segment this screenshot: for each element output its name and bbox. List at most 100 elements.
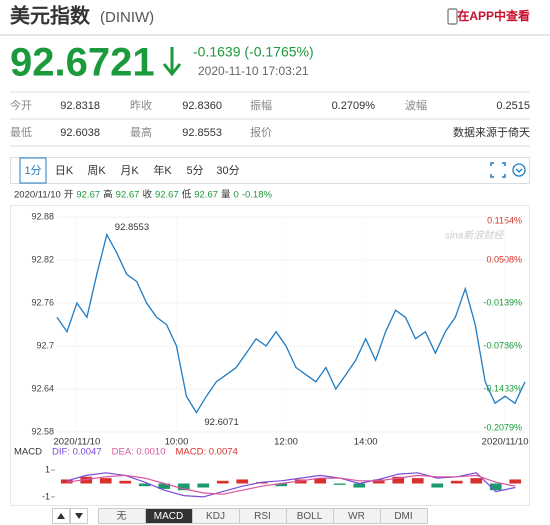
y2-tick-label: 0.1154%: [487, 215, 522, 225]
info-label: 量: [221, 190, 231, 201]
macd-bar: [353, 483, 366, 488]
macd-bar: [294, 479, 307, 484]
fullscreen-icon[interactable]: [490, 162, 506, 178]
info-label: 收: [142, 189, 152, 201]
change: -0.1639 (-0.1765%): [193, 44, 314, 60]
indicator-tab-label[interactable]: RSI: [254, 511, 271, 522]
app-link[interactable]: 在APP中查看: [457, 8, 530, 23]
macd-bar: [197, 483, 210, 488]
macd-label: MACD: 0.0074: [176, 447, 238, 458]
tab[interactable]: 5分: [186, 164, 203, 177]
indicator-tab-label[interactable]: MACD: [154, 511, 183, 522]
info-bar: 2020/11/10 开 92.67 高 92.67 收 92.67 低 92.67 量 0 -0.1…: [14, 189, 272, 201]
up-arrow: [57, 513, 65, 519]
stat-label: 最高: [130, 125, 152, 139]
info-label: 开: [64, 190, 74, 201]
macd-bar: [138, 483, 151, 487]
y-tick-label: 92.58: [31, 426, 54, 436]
x-tick-label: 14:00: [354, 437, 378, 448]
stat-value: 92.8318: [60, 100, 100, 112]
macd-bar: [411, 478, 424, 484]
settings-icon: [515, 168, 523, 173]
code: (DINIW): [100, 9, 154, 26]
stat-value: 92.8360: [182, 100, 222, 112]
indicator-tab-label[interactable]: 无: [117, 511, 127, 522]
info-value: 92.67: [155, 190, 179, 201]
y-tick-label: 92.88: [31, 211, 54, 221]
macd-bar: [60, 479, 73, 484]
info-value: 92.67: [194, 190, 218, 201]
price: 92.6721: [10, 41, 155, 85]
info-value: 92.67: [76, 190, 100, 201]
dea-line: [66, 474, 516, 495]
macd-bar: [255, 482, 268, 484]
macd-label: DIF: 0.0047: [52, 447, 102, 458]
y-tick-label: 92.7: [36, 340, 54, 350]
stat-label: 报价: [250, 125, 272, 139]
stat-value: 92.6038: [60, 127, 100, 139]
settings-icon[interactable]: [512, 163, 526, 177]
macd-bar: [372, 479, 385, 484]
macd-bar: [314, 478, 327, 484]
macd-bar: [236, 479, 249, 484]
x-tick-label: 2020/11/10: [482, 437, 529, 448]
indicator-tab-label[interactable]: KDJ: [206, 511, 225, 522]
indicator-tab-label[interactable]: WR: [348, 511, 365, 522]
macd-bar: [177, 483, 190, 491]
tab-bar: [10, 157, 530, 184]
stat-label: 振幅: [250, 98, 272, 112]
info-label: 2020/11/10: [14, 190, 61, 201]
tab[interactable]: 日K: [55, 165, 74, 177]
stat-label: 昨收: [130, 98, 152, 112]
stat-label: 今开: [10, 98, 32, 112]
price-chart: 92.88 92.82 92.76 92.7 92.64 92.58 0.1154% 0.05…: [10, 205, 530, 506]
x-tick-label: 10:00: [165, 437, 189, 448]
tab[interactable]: 1分: [24, 164, 41, 177]
stat-value: 92.8553: [182, 127, 222, 139]
tab[interactable]: 年K: [153, 163, 172, 177]
macd-bar: [275, 483, 288, 487]
macd-chart: MACD DIF: 0.0047 DEA: 0.0010 MACD: 0.0074 1 -…: [14, 447, 522, 501]
y-tick-label: -1: [42, 491, 50, 501]
info-label: 低: [182, 189, 192, 201]
indicator-tab[interactable]: [380, 508, 428, 524]
y-tick-label: 92.76: [31, 297, 54, 307]
stat-label: 最低: [10, 126, 32, 139]
info-value: 92.67: [116, 190, 140, 201]
info-value: 0: [234, 190, 239, 201]
tab-active: [19, 157, 47, 184]
price-line: [56, 232, 526, 414]
y-tick-label: 92.64: [31, 383, 54, 393]
stat-value: 0.2709%: [332, 100, 376, 112]
y-tick-label: 92.82: [31, 254, 54, 264]
macd-label: MACD: [14, 447, 42, 458]
macd-bar: [392, 476, 405, 484]
y2-tick-label: -0.1433%: [483, 383, 522, 393]
stats-table: 今开 92.8318 昨收 92.8360 振幅 0.2709% 波幅 0.2515 最低 92.…: [10, 98, 530, 139]
macd-bar: [99, 478, 112, 484]
dif-line: [66, 472, 516, 498]
y2-tick-label: -0.2079%: [483, 422, 522, 432]
y-tick-label: 1: [45, 464, 50, 474]
macd-bar: [470, 478, 483, 484]
macd-bar: [333, 483, 346, 485]
macd-label: DEA: 0.0010: [112, 447, 166, 458]
watermark: sina新浪财经: [445, 230, 504, 242]
annotation: 92.8553: [115, 222, 149, 233]
x-tick-label: 2020/11/10: [53, 437, 100, 448]
indicator-bar: 无 MACD KDJ RSI BOLL WR DMI: [52, 508, 428, 524]
chart-frame: [10, 205, 530, 506]
info-label: 高: [103, 189, 113, 201]
stat-label: 波幅: [405, 99, 427, 112]
indicator-tab-label[interactable]: DMI: [394, 511, 412, 522]
tab[interactable]: 30分: [216, 164, 239, 177]
tab[interactable]: 月K: [120, 165, 139, 177]
stat-value: 0.2515: [496, 100, 530, 112]
x-tick-label: 12:00: [274, 437, 298, 448]
info-value: -0.18%: [242, 190, 273, 201]
y2-tick-label: -0.0139%: [483, 297, 522, 307]
macd-bar: [450, 480, 463, 484]
indicator-tab-label[interactable]: BOLL: [297, 511, 323, 522]
tab[interactable]: 周K: [87, 164, 106, 177]
phone-icon: [447, 8, 458, 25]
